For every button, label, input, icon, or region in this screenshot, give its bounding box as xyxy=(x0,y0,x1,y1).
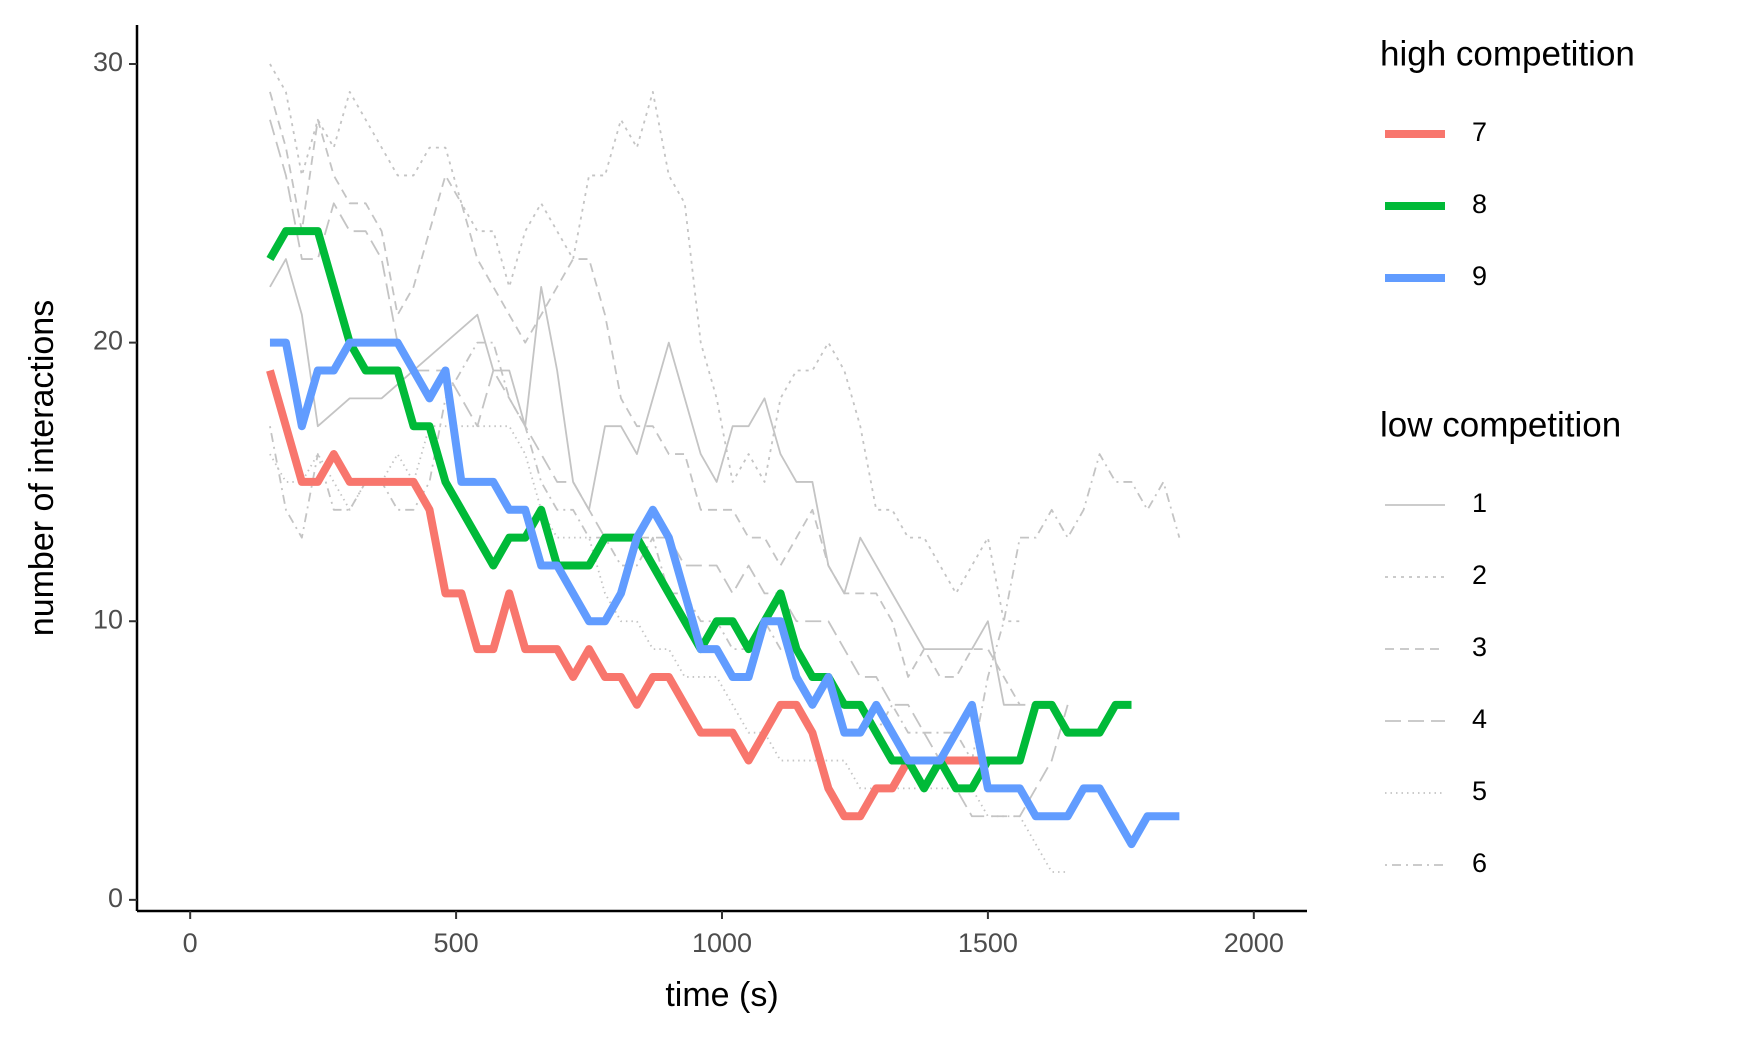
series-line xyxy=(266,369,1020,821)
legend-label: 1 xyxy=(1472,488,1487,518)
x-tick-label: 0 xyxy=(183,928,198,958)
series-line xyxy=(269,119,1069,818)
series-line xyxy=(269,258,1020,706)
legend-title: high competition xyxy=(1380,34,1635,73)
x-tick-label: 500 xyxy=(434,928,479,958)
y-tick-label: 20 xyxy=(93,326,123,356)
x-tick-label: 1000 xyxy=(692,928,752,958)
y-tick-label: 30 xyxy=(93,47,123,77)
legend-label: 7 xyxy=(1472,117,1487,147)
legend-label: 5 xyxy=(1472,776,1487,806)
y-tick-label: 0 xyxy=(108,883,123,913)
y-axis-title: number of interactions xyxy=(23,300,61,636)
legend-label: 8 xyxy=(1472,189,1487,219)
legend-label: 4 xyxy=(1472,704,1487,734)
legend-label: 3 xyxy=(1472,632,1487,662)
legend-label: 6 xyxy=(1472,848,1487,878)
legend-label: 2 xyxy=(1472,560,1487,590)
series-line xyxy=(269,91,1036,706)
legend-label: 9 xyxy=(1472,261,1487,291)
y-tick-label: 10 xyxy=(93,604,123,634)
x-axis-title: time (s) xyxy=(665,976,778,1014)
series-line xyxy=(269,338,1180,849)
x-tick-label: 1500 xyxy=(958,928,1018,958)
x-tick-label: 2000 xyxy=(1224,928,1284,958)
legend-title: low competition xyxy=(1380,405,1621,444)
